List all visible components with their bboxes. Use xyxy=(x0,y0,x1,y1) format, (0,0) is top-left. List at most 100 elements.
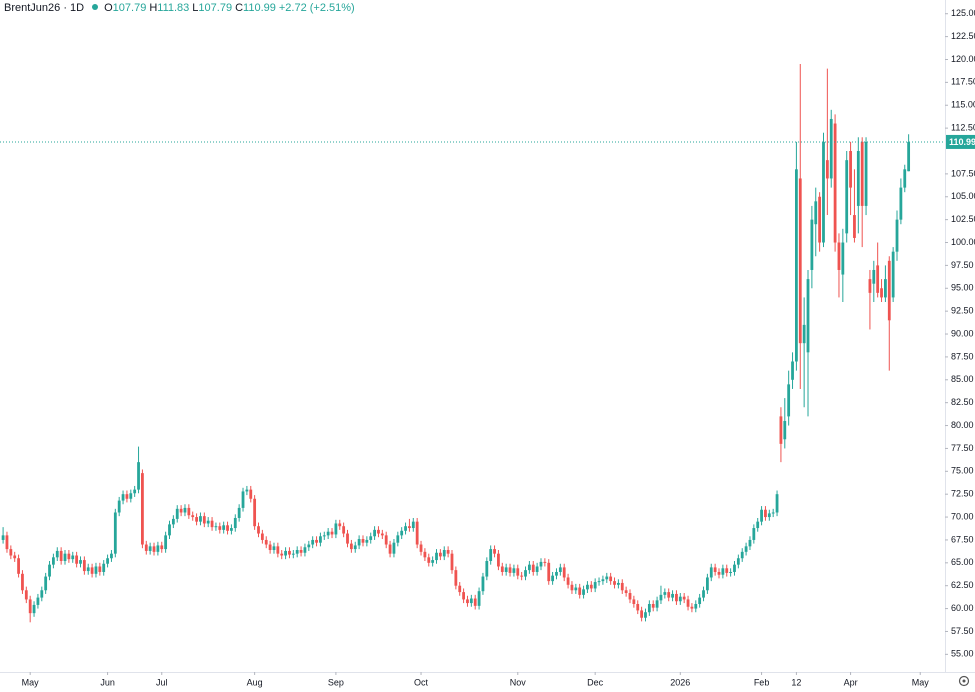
candle-body xyxy=(605,576,609,580)
candle-body xyxy=(9,549,13,556)
candle-body xyxy=(810,219,814,270)
settings-center[interactable] xyxy=(962,679,966,683)
x-tick-label: May xyxy=(22,677,40,687)
candle-body xyxy=(408,526,411,529)
candle-body xyxy=(67,553,71,560)
candle-body xyxy=(535,566,539,572)
legend-value: 110.99 xyxy=(243,2,276,14)
candle-body xyxy=(597,581,601,583)
candle-body xyxy=(853,215,856,238)
candle-body xyxy=(644,612,647,618)
candle-body xyxy=(40,590,44,598)
candle-body xyxy=(380,533,384,536)
candle-body xyxy=(222,525,226,530)
candle-body xyxy=(647,604,651,613)
candle-body xyxy=(578,587,582,595)
candle-body xyxy=(798,178,802,344)
candle-body xyxy=(202,516,206,524)
y-tick-label: 65.00 xyxy=(951,557,974,567)
candle-body xyxy=(210,520,214,528)
candle-body xyxy=(562,567,566,578)
candle-body xyxy=(659,594,663,601)
x-tick-label: Nov xyxy=(510,677,527,687)
candle-body xyxy=(872,269,876,284)
candle-body xyxy=(582,589,585,595)
candle-body xyxy=(435,552,438,561)
candle-body xyxy=(384,535,388,545)
candle-body xyxy=(570,584,574,591)
candle-body xyxy=(740,551,744,559)
candle-body xyxy=(860,141,864,206)
candle-body xyxy=(284,550,287,556)
candle-body xyxy=(856,151,860,206)
candle-body xyxy=(791,361,794,380)
candle-body xyxy=(152,546,156,552)
candle-body xyxy=(837,242,841,270)
candle-body xyxy=(620,582,624,591)
candle-body xyxy=(497,553,500,567)
candle-body xyxy=(458,585,462,593)
candle-body xyxy=(489,549,493,561)
y-tick-label: 80.00 xyxy=(951,420,974,430)
candle-body xyxy=(129,493,133,499)
candle-body xyxy=(887,260,891,321)
candle-body xyxy=(396,535,400,543)
candle-body xyxy=(400,530,404,536)
candle-body xyxy=(500,566,504,572)
candle-body xyxy=(504,567,508,572)
candle-body xyxy=(164,535,168,550)
candle-body xyxy=(663,592,667,595)
candle-body xyxy=(191,515,195,518)
candle-body xyxy=(876,265,880,293)
y-tick-label: 112.50 xyxy=(951,122,975,132)
y-tick-label: 77.50 xyxy=(951,443,974,453)
candle-body xyxy=(891,251,895,298)
y-tick-label: 72.50 xyxy=(951,489,974,499)
candle-body xyxy=(121,494,125,501)
candle-body xyxy=(609,576,613,582)
settings-gear[interactable] xyxy=(958,675,970,687)
candle-body xyxy=(319,536,322,543)
candle-body xyxy=(133,489,137,494)
candle-body xyxy=(601,579,605,582)
candle-body xyxy=(713,567,717,572)
candle-body xyxy=(574,587,578,591)
candle-body xyxy=(686,599,690,607)
y-tick-label: 82.50 xyxy=(951,397,974,407)
candle-body xyxy=(315,539,318,543)
candle-body xyxy=(334,523,338,535)
y-tick-label: 60.00 xyxy=(951,603,974,613)
candle-body xyxy=(736,558,740,565)
x-tick-label: Aug xyxy=(247,677,263,687)
candle-body xyxy=(156,545,160,552)
candle-body xyxy=(473,598,477,606)
y-tick-label: 120.00 xyxy=(951,54,975,64)
y-tick-label: 95.00 xyxy=(951,283,974,293)
candle-body xyxy=(721,568,725,575)
candle-body xyxy=(640,610,644,618)
candle-body xyxy=(558,567,562,572)
candle-body xyxy=(365,539,369,543)
candle-body xyxy=(752,528,756,540)
candle-body xyxy=(241,491,245,508)
candle-body xyxy=(864,141,868,206)
candle-body xyxy=(682,596,686,600)
candle-body xyxy=(516,568,520,576)
candle-body xyxy=(868,279,872,293)
candle-body xyxy=(725,568,729,573)
candle-body xyxy=(427,557,431,563)
candle-body xyxy=(651,604,655,608)
settings-icon[interactable] xyxy=(958,675,970,687)
candle-body xyxy=(543,561,547,563)
candle-body xyxy=(555,571,558,576)
candle-body xyxy=(144,544,148,551)
candle-body xyxy=(477,591,481,606)
x-tick-label: Apr xyxy=(844,677,858,687)
candle-body xyxy=(566,577,570,585)
x-tick-label: Dec xyxy=(587,677,604,687)
candle-body xyxy=(280,553,284,556)
symbol-header: BrentJun26 · 1D O107.79 H111.83 L107.79 C110… xyxy=(4,2,358,14)
candle-body xyxy=(276,546,280,554)
y-tick-label: 85.00 xyxy=(951,374,974,384)
